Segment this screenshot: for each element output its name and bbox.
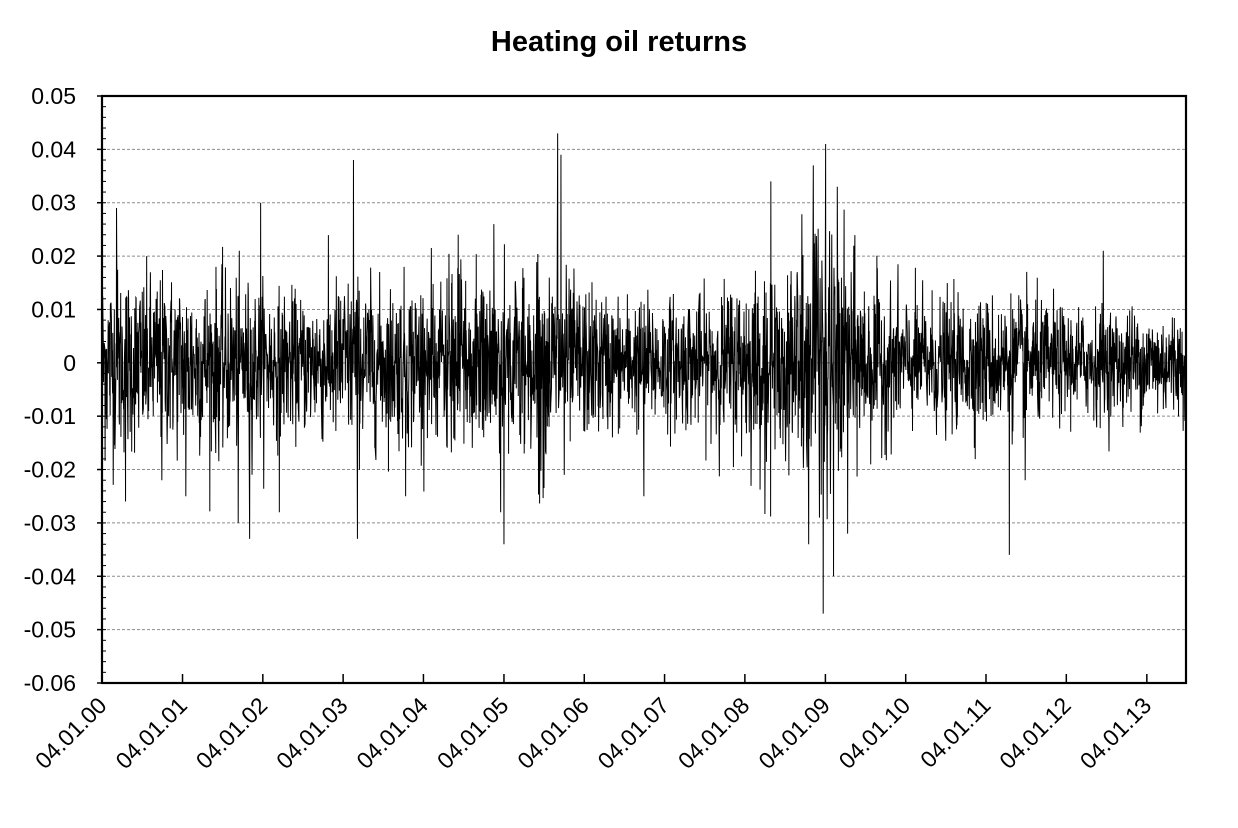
chart-title: Heating oil returns [490,26,748,58]
x-tick-label: 04.01.03 [271,692,353,774]
x-tick-label: 04.01.12 [994,692,1076,774]
x-tick-label: 04.01.04 [351,692,433,774]
x-tick-label: 04.01.07 [592,692,674,774]
y-tick-label: 0.04 [31,136,76,162]
x-tick-label: 04.01.01 [110,692,192,774]
x-tick-label: 04.01.06 [512,692,594,774]
x-tick-label: 04.01.02 [191,692,273,774]
x-tick-label: 04.01.08 [673,692,755,774]
plot-frame [100,94,1188,685]
y-tick-label: -0.05 [24,617,76,643]
y-tick-label: -0.03 [24,510,76,536]
x-tick-label: 04.01.11 [915,692,995,772]
y-tick-label: 0.01 [31,296,76,322]
y-tick-label: -0.04 [24,563,77,589]
y-tick-label: 0.05 [31,83,76,109]
y-tick-label: -0.02 [24,457,76,483]
y-tick-label: 0.03 [31,190,76,216]
y-tick-label: 0.02 [31,243,76,269]
x-tick-label: 04.01.13 [1075,692,1157,774]
series-line [101,133,1187,614]
y-tick-label: -0.06 [24,670,76,696]
y-tick-label: 0 [63,350,76,376]
x-tick-label: 04.01.00 [30,692,112,774]
x-tick-label: 04.01.09 [753,692,835,774]
y-tick-label: -0.01 [24,403,76,429]
x-tick-label: 04.01.05 [432,692,514,774]
x-tick-label: 04.01.10 [834,692,916,774]
